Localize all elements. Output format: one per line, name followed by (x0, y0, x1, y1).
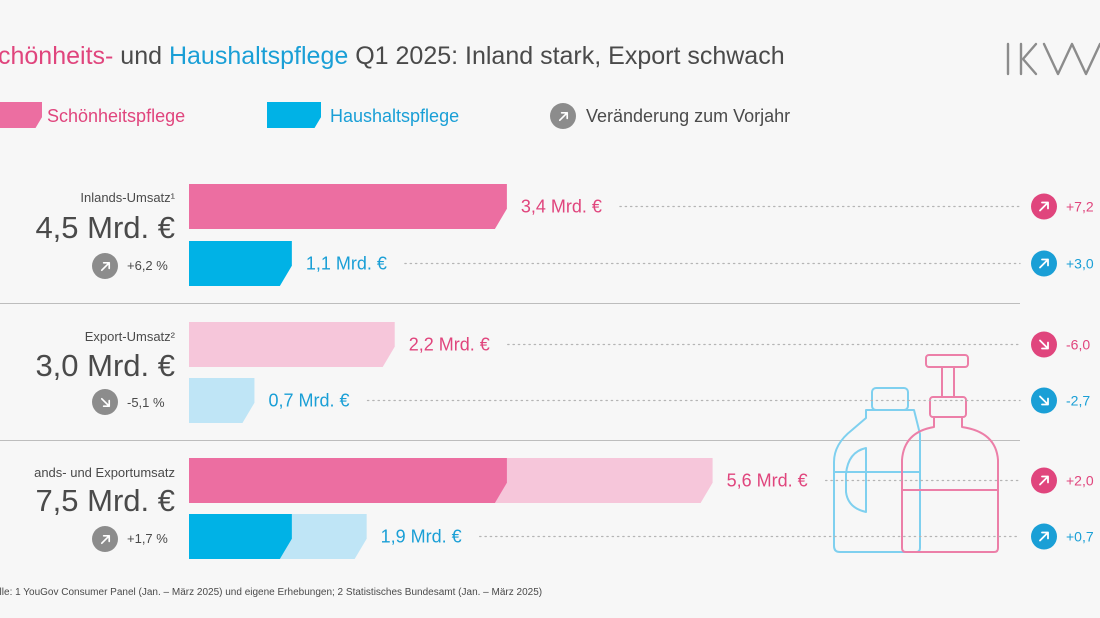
bar-value-label: 1,1 Mrd. € (306, 254, 387, 274)
change-value: +3,0 (1066, 256, 1094, 272)
section-change-total: +1,7 % (127, 531, 168, 546)
arrow-down-icon (92, 389, 118, 415)
title-and: und (113, 42, 169, 70)
section-total-domestic: 4,5 Mrd. € (35, 210, 175, 245)
arrow-up-icon (1039, 201, 1049, 212)
bar-value-label: 2,2 Mrd. € (409, 335, 490, 355)
bottles-illustration (833, 354, 999, 553)
section-total-export: 3,0 Mrd. € (35, 348, 175, 383)
section-label-domestic: Inlands-Umsatz¹ (80, 190, 175, 205)
legend-swatch-beauty (0, 102, 42, 128)
change-value: +2,0 (1066, 473, 1094, 489)
section-total-total: 7,5 Mrd. € (35, 483, 175, 518)
bar-household-domestic-part (189, 514, 292, 559)
section-divider (0, 303, 1020, 304)
change-value: +7,2 (1066, 199, 1094, 215)
arrow-up-icon (92, 253, 118, 279)
arrow-down-icon (1039, 339, 1049, 350)
bar-beauty-domestic-part (189, 458, 507, 503)
bar-value-label: 0,7 Mrd. € (268, 391, 349, 411)
bar-beauty (189, 184, 507, 229)
section-change-export: -5,1 % (127, 395, 165, 410)
arrow-up-icon (1039, 258, 1049, 269)
arrow-up-icon (1039, 475, 1049, 486)
legend-label-beauty: Schönheitspflege (47, 106, 186, 126)
bar-household (189, 241, 292, 286)
chart-title: chönheits- und Haushaltspflege Q1 2025: … (0, 42, 785, 71)
section-label-export: Export-Umsatz² (84, 329, 175, 344)
change-value: -2,7 (1066, 393, 1090, 409)
bar-value-label: 5,6 Mrd. € (727, 471, 808, 491)
bar-value-label: 3,4 Mrd. € (521, 197, 602, 217)
source-note: elle: 1 YouGov Consumer Panel (Jan. – Mä… (0, 587, 543, 598)
legend-label-household: Haushaltspflege (330, 106, 460, 126)
legend-swatch-household (267, 102, 321, 128)
legend-change-icon (550, 103, 576, 129)
arrow-up-icon (1039, 531, 1049, 542)
bar-household (189, 378, 255, 423)
arrow-up-icon (92, 526, 118, 552)
legend-label-change: Veränderung zum Vorjahr (586, 106, 791, 126)
bar-beauty (189, 322, 395, 367)
title-household: Haushaltspflege (168, 42, 349, 70)
ikw-logo (1006, 42, 1100, 76)
change-value: +0,7 (1066, 529, 1094, 545)
change-value: -6,0 (1066, 337, 1090, 353)
bar-value-label: 1,9 Mrd. € (381, 527, 462, 547)
title-rest: Q1 2025: Inland stark, Export schwach (348, 42, 785, 70)
section-change-domestic: +6,2 % (127, 258, 168, 273)
arrow-down-icon (1039, 395, 1049, 406)
title-beauty: chönheits- (0, 42, 114, 70)
section-divider (0, 440, 1020, 441)
section-label-total: ands- und Exportumsatz (34, 465, 175, 480)
